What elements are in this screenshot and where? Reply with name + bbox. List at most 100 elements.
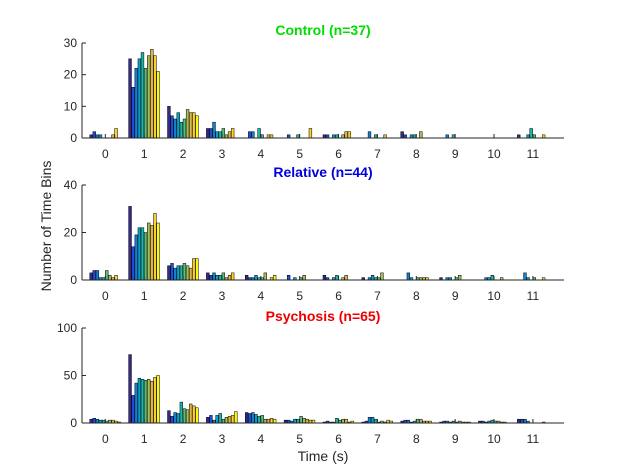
- y-tick-label: 10: [64, 99, 78, 113]
- bar: [231, 272, 235, 281]
- x-tick-label: 4: [257, 147, 264, 161]
- bar: [341, 418, 345, 424]
- y-tick-label: 0: [70, 131, 77, 145]
- bar: [263, 418, 267, 424]
- y-tick-label: 0: [70, 273, 77, 287]
- bar: [286, 275, 291, 281]
- bar: [209, 128, 213, 139]
- bar: [89, 272, 93, 281]
- x-tick-label: 1: [141, 147, 148, 161]
- y-tick-label: 100: [57, 321, 77, 335]
- bar: [156, 71, 160, 139]
- y-tick-label: 0: [70, 416, 77, 430]
- bar: [134, 382, 138, 424]
- bar: [523, 272, 527, 281]
- x-tick-label: 3: [219, 432, 226, 446]
- bar: [296, 418, 300, 424]
- x-tick-label: 5: [296, 289, 303, 303]
- panel-title: Relative (n=44): [273, 164, 372, 180]
- x-tick-label: 2: [180, 432, 187, 446]
- bar: [131, 395, 135, 424]
- bar: [367, 417, 372, 424]
- bar: [257, 416, 261, 424]
- bar: [173, 118, 177, 139]
- y-tick-label: 40: [64, 178, 78, 192]
- bar: [137, 227, 142, 281]
- bar: [231, 128, 235, 139]
- bar: [302, 418, 306, 424]
- bar: [185, 109, 190, 139]
- x-tick-label: 11: [527, 289, 540, 303]
- bar: [153, 213, 157, 281]
- x-tick-label: 0: [102, 147, 109, 161]
- bar: [406, 272, 411, 281]
- bar: [195, 115, 199, 139]
- bar: [170, 115, 174, 139]
- bar: [529, 128, 533, 139]
- bar: [89, 418, 93, 424]
- x-tick-label: 2: [180, 289, 187, 303]
- x-tick-label: 8: [413, 432, 420, 446]
- x-tick-label: 8: [413, 289, 420, 303]
- x-tick-label: 10: [487, 432, 501, 446]
- bar: [215, 131, 219, 139]
- bar: [335, 275, 339, 281]
- bar: [137, 58, 142, 139]
- bar: [189, 403, 193, 424]
- x-tick-label: 9: [452, 289, 459, 303]
- panel-0: Control (n=37) 0 10 20 30 0 1 2 3 4 5 6 7 8 9 10 11: [64, 22, 564, 161]
- bar: [195, 258, 199, 281]
- bar: [147, 55, 151, 139]
- x-tick-label: 8: [413, 147, 420, 161]
- bar: [227, 416, 232, 424]
- bar: [108, 275, 112, 281]
- bar: [212, 121, 216, 139]
- bar: [227, 131, 232, 139]
- bar: [344, 418, 348, 424]
- x-tick-label: 4: [257, 289, 264, 303]
- bar: [273, 418, 277, 424]
- bar: [143, 380, 148, 424]
- y-tick-label: 50: [64, 369, 78, 383]
- bar: [170, 263, 174, 281]
- bar: [400, 131, 404, 139]
- bar: [176, 112, 180, 139]
- bar: [131, 246, 135, 281]
- bar: [195, 407, 199, 424]
- bar: [156, 375, 160, 424]
- x-tick-label: 11: [527, 432, 540, 446]
- bar: [308, 128, 313, 139]
- bar: [189, 267, 193, 281]
- bar: [95, 418, 100, 424]
- x-tick-label: 3: [219, 289, 226, 303]
- bar: [140, 379, 145, 424]
- bar: [179, 401, 184, 424]
- bar: [140, 52, 145, 139]
- bar: [185, 409, 190, 424]
- bar: [153, 377, 157, 424]
- bar: [179, 121, 184, 139]
- bar: [176, 265, 180, 281]
- panel-2: Psychosis (n=65) 0 50 100 0 1 2 3 4 5 6 7 8 9 10 11: [57, 308, 564, 446]
- bar: [114, 128, 118, 139]
- bar: [248, 413, 252, 424]
- x-tick-label: 2: [180, 147, 187, 161]
- bar: [218, 275, 222, 281]
- y-tick-label: 20: [64, 226, 78, 240]
- bar: [209, 415, 213, 424]
- bar: [419, 131, 423, 139]
- x-tick-label: 10: [487, 289, 501, 303]
- bar: [344, 131, 348, 139]
- bar: [150, 380, 154, 424]
- bar: [92, 270, 96, 281]
- bar: [380, 272, 384, 281]
- x-tick-label: 9: [452, 432, 459, 446]
- bar: [248, 131, 252, 139]
- bar: [245, 412, 249, 424]
- bar: [458, 275, 462, 281]
- bar: [206, 128, 210, 139]
- bar: [206, 417, 210, 424]
- x-tick-label: 5: [296, 432, 303, 446]
- bar: [192, 112, 196, 139]
